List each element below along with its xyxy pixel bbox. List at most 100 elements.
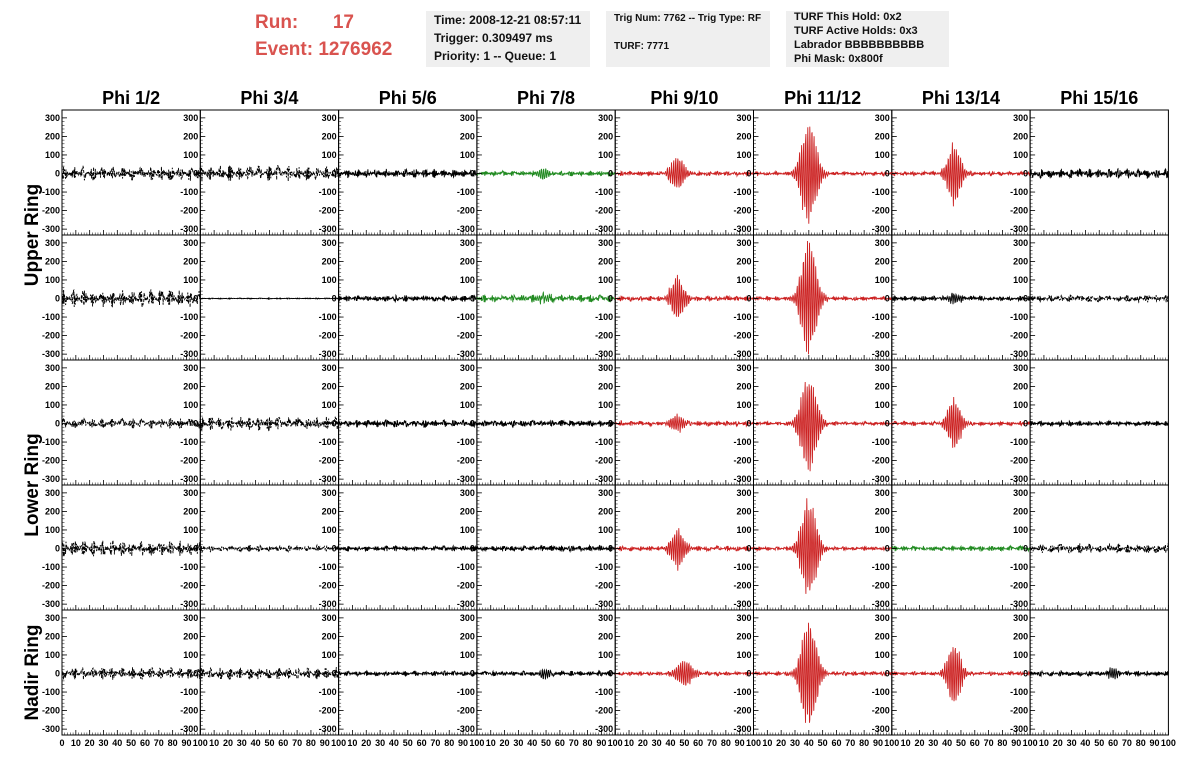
y-tick-label: 300 [183,363,198,373]
x-tick-label: 100 [608,738,623,748]
y-tick-label: -300 [595,474,613,484]
y-tick-label: 300 [460,613,475,623]
y-tick-label: -300 [872,599,890,609]
waveform-trace [614,274,754,317]
row-group-title: Lower Ring [22,433,43,536]
waveform-trace [615,413,754,433]
waveform-trace [338,293,478,304]
y-tick-label: -200 [42,331,60,341]
y-tick-label: -300 [180,224,198,234]
y-tick-label: 0 [193,169,198,179]
y-tick-label: -300 [42,724,60,734]
y-tick-label: -300 [180,724,198,734]
waveform-trace [61,289,201,308]
y-tick-label: 200 [875,381,890,391]
y-tick-label: -300 [319,349,337,359]
trig-num-text: Trig Num: 7762 -- Trig Type: RF [614,13,762,24]
y-tick-label: 100 [1013,525,1028,535]
y-tick-label: 200 [875,131,890,141]
y-tick-label: 200 [736,381,751,391]
y-tick-label: -200 [733,706,751,716]
y-tick-label: 300 [598,113,613,123]
x-tick-label: 10 [347,738,357,748]
y-tick-label: 0 [470,669,475,679]
run-label: Run: [255,12,299,33]
y-tick-label: 300 [736,613,751,623]
y-tick-label: -100 [1010,687,1028,697]
y-tick-label: -300 [319,474,337,484]
y-tick-label: -300 [733,724,751,734]
y-tick-label: 300 [45,363,60,373]
x-tick-label: 100 [193,738,208,748]
x-tick-label: 60 [140,738,150,748]
y-tick-label: -100 [457,437,475,447]
x-tick-label: 10 [486,738,496,748]
x-tick-label: 90 [873,738,883,748]
y-tick-label: 0 [746,669,751,679]
y-tick-label: 300 [322,613,337,623]
y-tick-label: -200 [872,581,890,591]
y-tick-label: -100 [733,562,751,572]
waveform-trace [476,419,616,429]
y-tick-label: -200 [42,581,60,591]
trig-info-box: Trig Num: 7762 -- Trig Type: RF TURF: 77… [606,11,770,67]
x-tick-label: 80 [859,738,869,748]
waveform-trace [891,292,1031,305]
x-tick-label: 80 [997,738,1007,748]
y-tick-label: 0 [885,544,890,554]
x-tick-label: 80 [583,738,593,748]
y-tick-label: 300 [875,238,890,248]
y-tick-label: 0 [746,419,751,429]
y-tick-label: 100 [736,650,751,660]
y-tick-label: 0 [885,669,890,679]
panel-frame [476,484,616,611]
y-tick-label: -100 [42,687,60,697]
y-tick-label: 100 [598,650,613,660]
x-tick-label: 70 [1122,738,1132,748]
y-tick-label: 300 [1013,613,1028,623]
x-tick-label: 60 [417,738,427,748]
waveform-trace [1029,419,1169,428]
y-tick-label: -200 [872,456,890,466]
y-tick-label: 300 [736,488,751,498]
y-tick-label: 100 [875,275,890,285]
y-tick-label: 300 [736,238,751,248]
x-tick-label: 60 [555,738,565,748]
y-tick-label: 300 [1013,113,1028,123]
time-info-box: Time: 2008-12-21 08:57:11 Trigger: 0.309… [426,11,590,67]
y-tick-label: -100 [319,437,337,447]
y-tick-label: 0 [1023,419,1028,429]
turf-active-text: TURF Active Holds: 0x3 [794,25,918,37]
waveform-trace [338,167,478,179]
x-tick-label: 70 [845,738,855,748]
y-tick-label: -100 [1010,187,1028,197]
y-tick-label: 200 [1013,381,1028,391]
y-tick-label: -100 [319,187,337,197]
y-tick-label: 0 [55,419,60,429]
y-tick-label: 100 [45,650,60,660]
y-tick-label: 0 [193,669,198,679]
x-tick-label: 70 [154,738,164,748]
y-tick-label: 0 [55,544,60,554]
x-tick-label: 10 [209,738,219,748]
x-tick-label: 20 [361,738,371,748]
y-tick-label: -100 [42,312,60,322]
x-tick-label: 20 [1053,738,1063,748]
y-tick-label: 200 [460,131,475,141]
y-tick-label: 300 [183,613,198,623]
x-tick-label: 80 [721,738,731,748]
y-tick-label: 0 [1023,169,1028,179]
y-tick-label: -200 [595,706,613,716]
y-tick-label: 100 [1013,400,1028,410]
x-tick-label: 30 [98,738,108,748]
y-tick-label: 200 [1013,131,1028,141]
y-tick-label: -200 [180,581,198,591]
y-tick-label: 200 [183,131,198,141]
y-tick-label: -300 [1010,599,1028,609]
y-tick-label: -100 [42,187,60,197]
column-title: Phi 13/14 [922,88,1000,108]
y-tick-label: 300 [598,363,613,373]
y-tick-label: 100 [460,150,475,160]
y-tick-label: -300 [1010,224,1028,234]
